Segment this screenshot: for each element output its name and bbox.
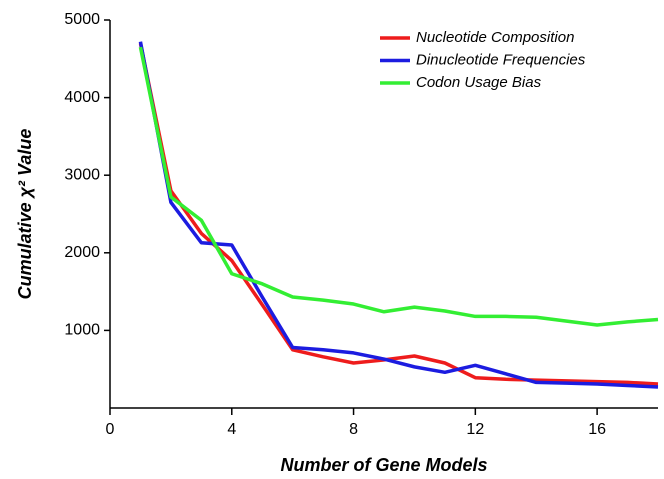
series-line [138,42,659,386]
x-tick-label: 0 [106,421,115,438]
y-tick-label: 3000 [64,166,100,183]
legend-text: Codon Usage Bias [416,74,542,91]
y-tick-label: 5000 [64,11,100,28]
legend-text: Nucleotide Composition [416,29,574,46]
x-tick-label: 12 [466,421,484,438]
series-line [138,41,659,389]
x-axis-label: Number of Gene Models [280,455,487,475]
x-tick-label: 8 [349,421,358,438]
y-tick-label: 2000 [64,244,100,261]
y-axis-label: Cumulative χ² Value [15,129,35,300]
y-tick-label: 4000 [64,89,100,106]
y-tick-label: 1000 [64,322,100,339]
series-line [138,46,659,327]
x-tick-label: 4 [227,421,236,438]
legend-text: Dinucleotide Frequencies [416,51,586,68]
x-tick-label: 16 [588,421,606,438]
